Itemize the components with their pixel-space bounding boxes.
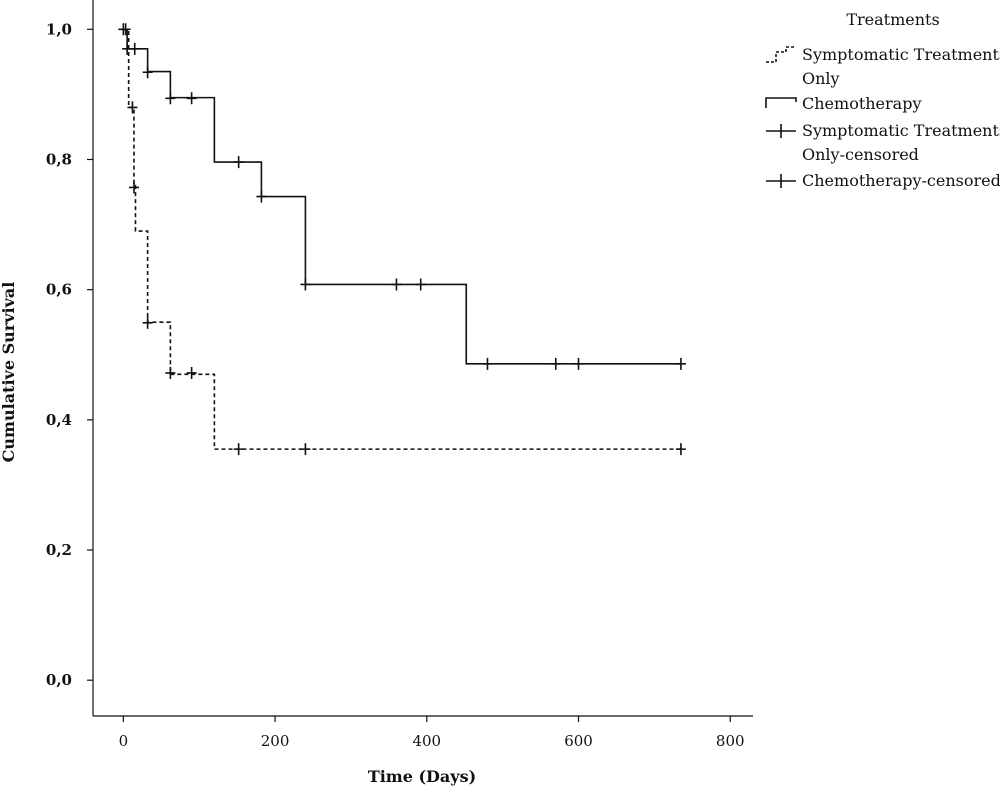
legend-label: Symptomatic Treatments [802, 121, 1000, 140]
legend-dashed-step-symbol [766, 46, 796, 63]
legend-cross-symbol [766, 124, 796, 138]
censor-mark [142, 66, 153, 79]
x-tick-label: 800 [716, 732, 745, 750]
censor-mark [165, 366, 176, 379]
series-line [123, 28, 681, 450]
y-tick-label: 0,8 [46, 150, 72, 168]
censor-mark [300, 443, 311, 456]
censor-mark [128, 181, 139, 194]
legend-label: Chemotherapy [802, 94, 922, 113]
x-tick-label: 600 [564, 732, 593, 750]
y-tick-label: 0,2 [46, 541, 72, 559]
censor-mark [118, 23, 129, 36]
censor-mark [675, 357, 686, 370]
censor-mark [256, 190, 267, 203]
legend-entry: Symptomatic Treatments Only-censored [766, 121, 1000, 164]
x-tick-label: 0 [119, 732, 129, 750]
y-tick-label: 0,4 [46, 411, 72, 429]
censor-mark [186, 92, 197, 105]
legend-label: Symptomatic Treatments [802, 45, 1000, 64]
y-tick-label: 1,0 [46, 20, 72, 38]
censor-mark [233, 443, 244, 456]
censor-mark [129, 42, 140, 55]
censor-mark [127, 101, 138, 114]
legend-entry: Chemotherapy [765, 94, 922, 113]
y-tick-label: 0,0 [46, 671, 72, 689]
x-tick-label: 200 [261, 732, 290, 750]
censor-mark [300, 278, 311, 291]
x-tick-label: 400 [412, 732, 441, 750]
y-axis: 0,0 0,2 0,4 0,6 0,8 1,0 [46, 20, 93, 689]
legend-solid-step-symbol [765, 97, 797, 108]
censor-mark [165, 92, 176, 105]
plot-frame [92, 0, 753, 717]
censor-mark [415, 278, 426, 291]
legend-cross-symbol [766, 174, 796, 188]
legend-title: Treatments [846, 10, 939, 29]
censor-mark [233, 156, 244, 169]
legend-entry: Symptomatic Treatments Only [766, 45, 1000, 88]
legend-label: Only-censored [802, 145, 919, 164]
censor-mark [186, 366, 197, 379]
censor-mark [550, 357, 561, 370]
legend-label: Chemotherapy-censored [802, 171, 1000, 190]
series-layer [123, 28, 681, 450]
legend: Treatments Symptomatic Treatments Only Che… [765, 10, 1000, 190]
series-line [123, 28, 681, 365]
x-axis-title: Time (Days) [368, 767, 476, 786]
legend-label: Only [802, 69, 840, 88]
censor-marks [118, 23, 686, 456]
censor-mark [573, 357, 584, 370]
y-axis-title: Cumulative Survival [0, 282, 18, 463]
censor-mark [482, 357, 493, 370]
censor-mark [142, 316, 153, 329]
legend-entry: Chemotherapy-censored [766, 171, 1000, 190]
x-axis: 0 200 400 600 800 [119, 716, 745, 750]
censor-mark [391, 278, 402, 291]
y-tick-label: 0,6 [46, 281, 72, 299]
censor-mark [675, 443, 686, 456]
